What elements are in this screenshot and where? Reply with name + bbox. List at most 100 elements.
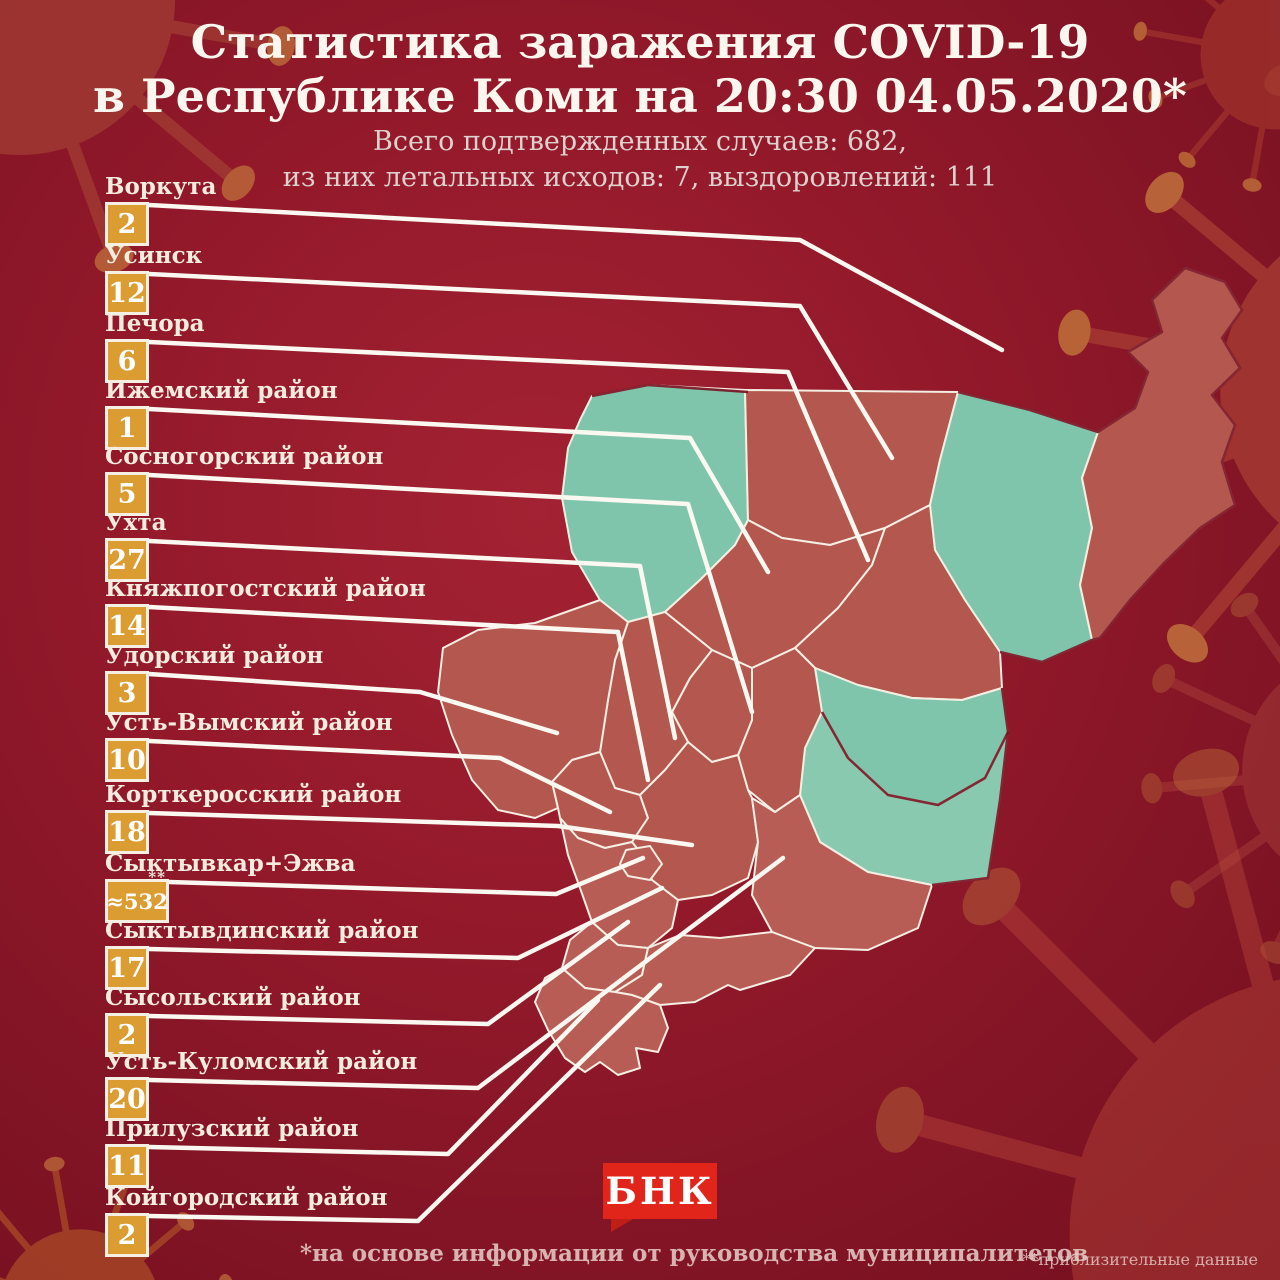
region-count: 11 xyxy=(108,1150,146,1182)
region-row-ukhta: Ухта 27 xyxy=(105,510,425,582)
connector-line-koygorodsky xyxy=(146,982,663,1224)
region-name: Сысольский район xyxy=(105,984,361,1011)
region-name: Корткеросский район xyxy=(105,781,402,808)
region-name: Усть-Куломский район xyxy=(105,1048,418,1075)
connector-line-knyazhpogostsky xyxy=(146,604,651,783)
region-row-vorkuta: Воркута 2 xyxy=(105,174,425,246)
region-row-udorsky: Удорский район 3 xyxy=(105,643,425,715)
region-name: Сосногорский район xyxy=(105,443,384,470)
connector-line-ust-kulomsky xyxy=(146,855,786,1091)
region-row-knyazhpogostsky: Княжпогостский район 14 xyxy=(105,575,426,648)
region-row-syktyvkar-ezhva: Сыктывкар+Эжва ** ≈532 xyxy=(105,851,425,923)
region-count-box: 10 xyxy=(105,738,149,782)
connector-line-syktyvdinsky xyxy=(146,885,665,961)
region-row-sosnogorsky: Сосногорский район 5 xyxy=(105,444,425,516)
connector-line-ukhta xyxy=(146,538,678,741)
region-count: 3 xyxy=(117,677,137,709)
footnote-approximate: **приблизительные данные xyxy=(1022,1250,1259,1269)
region-name: Прилузский район xyxy=(105,1115,359,1142)
region-row-priluzsky: Прилузский район 11 xyxy=(105,1116,425,1188)
region-name: Воркута xyxy=(105,173,217,200)
map-district-syktyvdinsky xyxy=(559,817,679,949)
region-count: 5 xyxy=(117,478,137,510)
region-name: Ижемский район xyxy=(105,377,338,404)
region-row-izhemsky: Ижемский район 1 xyxy=(105,378,425,450)
map-district-syktyvkar xyxy=(619,845,663,881)
region-count-box: 11 xyxy=(105,1144,149,1188)
region-count: 20 xyxy=(108,1083,146,1115)
region-count-box: ** ≈532 xyxy=(105,868,169,923)
region-count-box: 14 xyxy=(105,604,149,648)
map-outer-edge xyxy=(957,266,1244,664)
region-count: ≈532 xyxy=(106,888,168,914)
map-district-ust-kulomsky xyxy=(751,794,933,951)
subtitle-deaths-recoveries: из них летальных исходов: 7, выздоровлен… xyxy=(282,162,998,193)
region-name: Княжпогостский район xyxy=(105,575,426,602)
region-count: 14 xyxy=(108,610,146,642)
map-outer-edge xyxy=(591,383,749,398)
bnk-logo-text: БНК xyxy=(605,1169,715,1213)
region-count-box: 2 xyxy=(105,202,149,246)
connector-line-vorkuta xyxy=(146,202,1005,353)
region-count: 17 xyxy=(108,952,146,984)
region-count: 10 xyxy=(108,744,146,776)
connector-line-udorsky xyxy=(146,671,560,736)
connector-line-usinsk xyxy=(146,271,895,461)
region-count: 2 xyxy=(117,1219,137,1251)
region-name: Печора xyxy=(105,310,205,337)
region-count-box: 2 xyxy=(105,1213,149,1257)
connector-line-pechora xyxy=(146,339,871,563)
map-inner-dark-border xyxy=(820,711,1010,807)
map-district-vorkuta xyxy=(1079,267,1243,641)
region-name: Удорский район xyxy=(105,642,324,669)
region-count-box: 2 xyxy=(105,1013,149,1057)
connector-line-sosnogorsky xyxy=(146,472,755,715)
region-count-box: 6 xyxy=(105,339,149,383)
connector-line-sysolsky xyxy=(146,919,631,1027)
bnk-logo: БНК xyxy=(603,1163,717,1232)
footnote-source: *на основе информации от руководства мун… xyxy=(300,1240,1089,1267)
connector-line-ust-vymsky xyxy=(146,738,613,815)
region-name: Усинск xyxy=(105,242,203,269)
subtitle-total-cases: Всего подтвержденных случаев: 682, xyxy=(372,126,907,157)
region-row-ust-vymsky: Усть-Вымский район 10 xyxy=(105,710,425,782)
region-name: Койгородский район xyxy=(105,1184,388,1211)
region-count-box: 27 xyxy=(105,538,149,582)
region-count-box: 3 xyxy=(105,671,149,715)
region-count-box: 18 xyxy=(105,810,149,854)
region-count-box: 17 xyxy=(105,946,149,990)
connector-line-izhemsky xyxy=(146,406,771,575)
connector-line-syktyvkar xyxy=(166,855,646,897)
region-count: 6 xyxy=(117,345,137,377)
region-count: 12 xyxy=(108,277,146,309)
region-count: 1 xyxy=(117,412,137,444)
region-row-usinsk: Усинск 12 xyxy=(105,243,425,315)
connector-line-kortkerossky xyxy=(146,810,695,848)
region-count-box: 20 xyxy=(105,1077,149,1121)
bnk-logo-tail xyxy=(611,1219,633,1232)
map-outer-edge xyxy=(931,687,1010,887)
region-count-box: 5 xyxy=(105,472,149,516)
region-name: Сыктывкар+Эжва xyxy=(105,850,356,877)
region-row-kortkerossky: Корткеросский район 18 xyxy=(105,782,425,854)
region-row-ust-kulomsky: Усть-Куломский район 20 xyxy=(105,1049,425,1121)
region-row-pechora: Печора 6 xyxy=(105,311,425,383)
approx-note-marker: ** xyxy=(148,868,166,886)
region-name: Ухта xyxy=(105,509,167,536)
connector-line-priluzsky xyxy=(146,997,601,1157)
region-name: Сыктывдинский район xyxy=(105,917,419,944)
region-row-koygorodsky: Койгородский район 2 xyxy=(105,1185,425,1257)
region-count: 2 xyxy=(117,208,137,240)
region-count-box: 1 xyxy=(105,406,149,450)
region-count: 18 xyxy=(108,816,146,848)
region-name: Усть-Вымский район xyxy=(105,709,393,736)
region-row-sysolsky: Сысольский район 2 xyxy=(105,985,425,1057)
page-title-line1: Статистика заражения COVID-19 xyxy=(190,15,1090,69)
region-count-box: 12 xyxy=(105,271,149,315)
page-title-line2: в Республике Коми на 20:30 04.05.2020* xyxy=(93,69,1187,123)
region-count: 2 xyxy=(117,1019,137,1051)
region-row-syktyvdinsky: Сыктывдинский район 17 xyxy=(105,918,425,990)
region-count: 27 xyxy=(108,544,146,576)
